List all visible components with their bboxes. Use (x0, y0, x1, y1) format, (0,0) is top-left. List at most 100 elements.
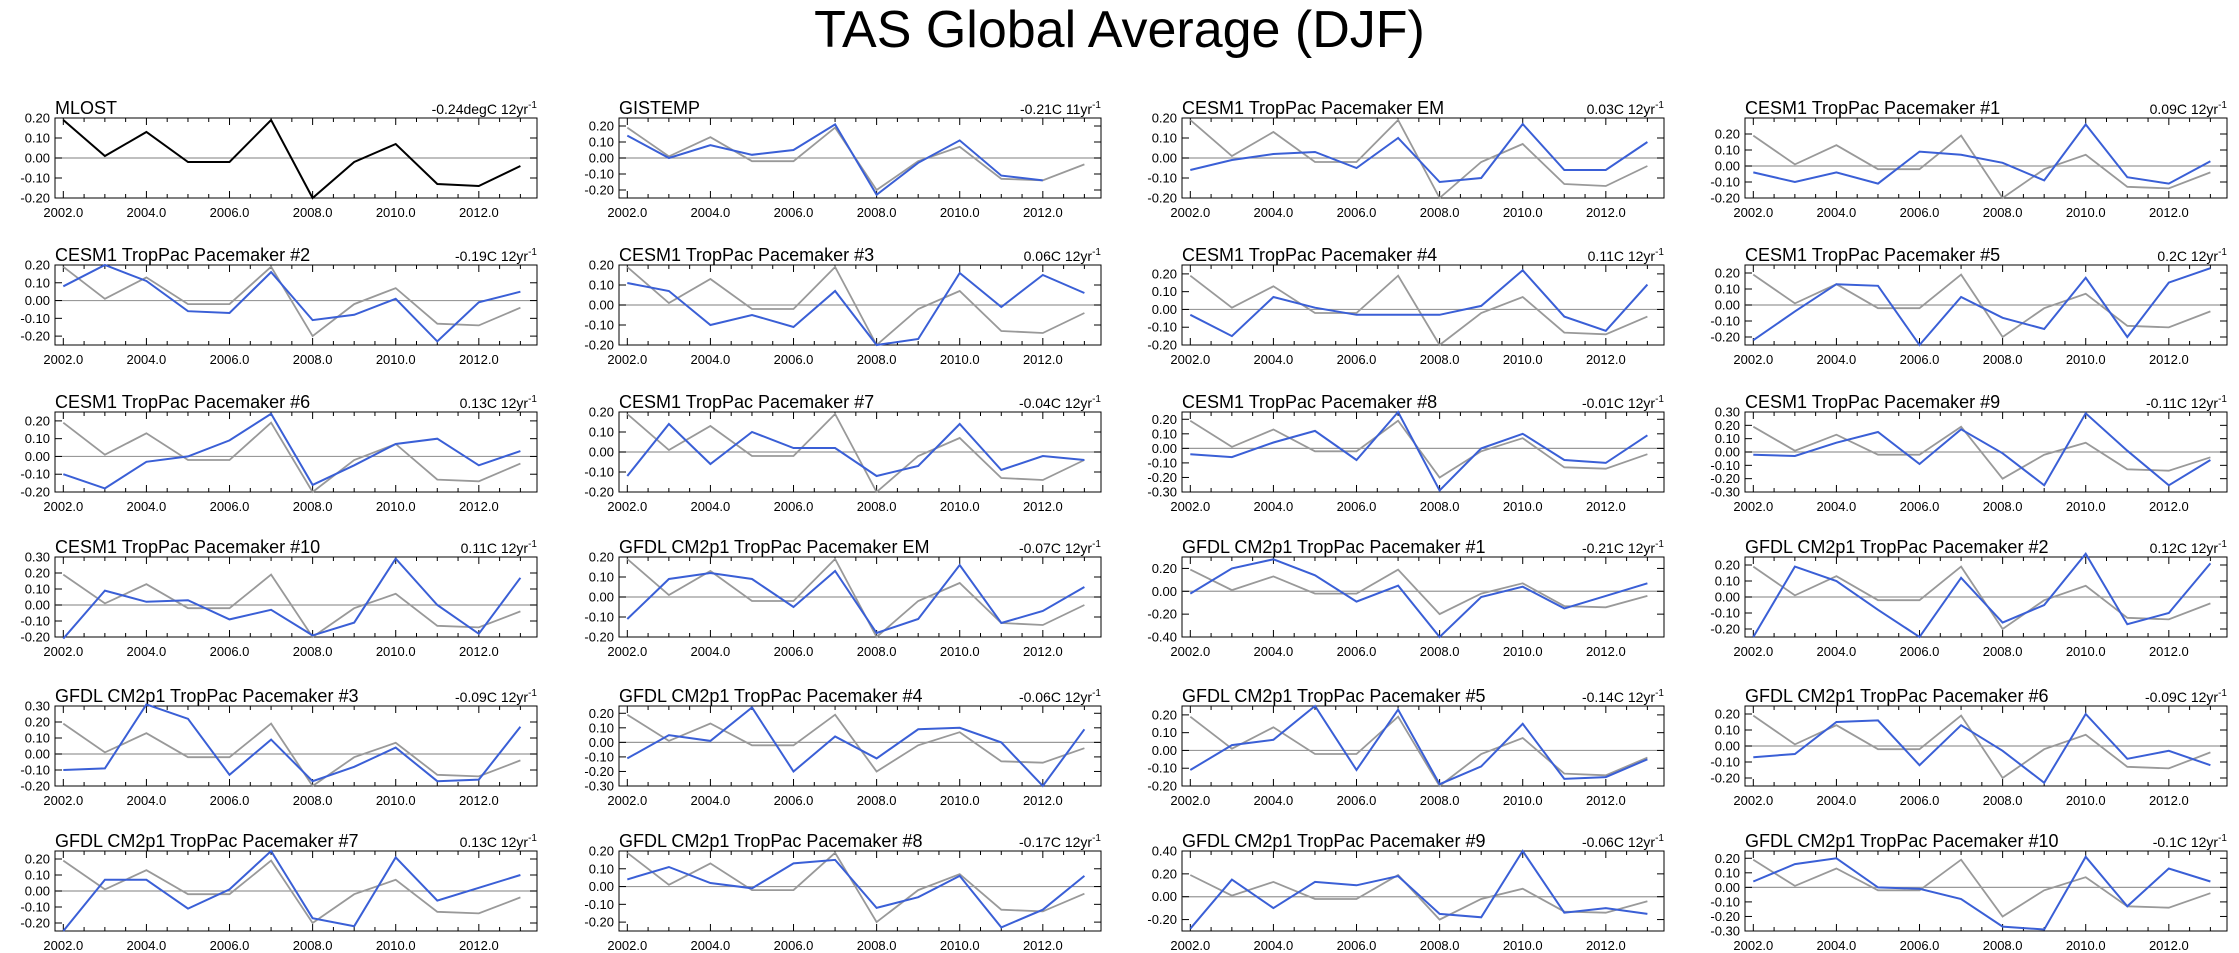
x-tick-label: 2006.0 (210, 793, 250, 808)
x-tick-label: 2004.0 (1254, 793, 1294, 808)
y-tick-label: 0.20 (1715, 418, 1740, 433)
x-tick-label: 2008.0 (293, 352, 333, 367)
x-tick-label: 2002.0 (1733, 499, 1773, 514)
y-tick-label: 0.20 (25, 852, 50, 867)
panel-4: CESM1 TropPac Pacemaker #1 0.09C 12yr-1 0.… (1710, 98, 2228, 220)
x-tick-label: 2008.0 (857, 793, 897, 808)
x-tick-label: 2010.0 (376, 352, 416, 367)
x-tick-label: 2002.0 (1733, 938, 1773, 953)
series-line-model (63, 703, 522, 783)
x-tick-label: 2008.0 (1983, 938, 2023, 953)
y-tick-label: -0.10 (1710, 894, 1740, 909)
x-tick-label: 2006.0 (1337, 644, 1377, 659)
y-tick-label: -0.10 (1710, 458, 1740, 473)
x-tick-label: 2008.0 (857, 352, 897, 367)
y-tick-label: 0.00 (1715, 159, 1740, 174)
x-tick-label: 2004.0 (691, 793, 731, 808)
x-tick-label: 2002.0 (1170, 499, 1210, 514)
y-tick-label: 0.10 (1715, 574, 1740, 589)
series-line-model (626, 123, 1043, 197)
panel-10: CESM1 TropPac Pacemaker #7 -0.04C 12yr-1 0… (584, 392, 1102, 514)
x-tick-label: 2006.0 (1900, 644, 1940, 659)
y-tick-label: 0.00 (589, 151, 614, 166)
panel-frame (1744, 850, 2228, 932)
y-tick-label: -0.10 (20, 467, 50, 482)
series-line-model (1190, 122, 1648, 184)
y-tick-label: -0.20 (584, 915, 614, 930)
y-tick-label: 0.20 (589, 258, 614, 273)
y-tick-label: -0.10 (1710, 175, 1740, 190)
x-tick-label: 2012.0 (2149, 644, 2189, 659)
series-line-model (1753, 712, 2211, 785)
x-tick-label: 2006.0 (1900, 499, 1940, 514)
panel-title: CESM1 TropPac Pacemaker #6 (55, 392, 310, 412)
panel-trend: -0.04C 12yr-1 (1019, 394, 1101, 411)
x-tick-label: 2012.0 (1586, 644, 1626, 659)
panel-1: MLOST -0.24degC 12yr-1 0.20 0.10 0.00 -0.10 -0… (20, 98, 538, 220)
panel-frame (54, 556, 538, 638)
panel-16: GFDL CM2p1 TropPac Pacemaker #2 0.12C 12y… (1710, 537, 2228, 659)
x-tick-label: 2002.0 (1170, 938, 1210, 953)
y-tick-label: 0.10 (1152, 284, 1177, 299)
y-tick-label: 0.20 (1715, 127, 1740, 142)
series-line-model (1189, 268, 1649, 338)
x-tick-label: 2006.0 (774, 205, 814, 220)
y-tick-label: 0.10 (589, 720, 614, 735)
x-tick-label: 2008.0 (1983, 644, 2023, 659)
y-tick-label: -0.30 (584, 779, 614, 794)
panel-trend: 0.13C 12yr-1 (460, 833, 538, 850)
x-tick-label: 2006.0 (210, 644, 250, 659)
y-tick-label: 0.10 (25, 275, 50, 290)
panel-13: CESM1 TropPac Pacemaker #10 0.11C 12yr-1 0… (20, 537, 538, 659)
x-tick-label: 2010.0 (376, 644, 416, 659)
x-tick-label: 2006.0 (1337, 499, 1377, 514)
y-tick-label: -0.20 (1147, 912, 1177, 927)
x-tick-label: 2004.0 (127, 499, 167, 514)
y-tick-label: 0.20 (1715, 558, 1740, 573)
x-tick-label: 2010.0 (940, 205, 980, 220)
y-tick-label: 0.00 (589, 298, 614, 313)
series-line-model (62, 556, 522, 640)
y-tick-label: -0.20 (20, 916, 50, 931)
panel-trend: -0.17C 12yr-1 (1019, 833, 1101, 850)
y-tick-label: -0.20 (1710, 909, 1740, 924)
series-line-model (626, 706, 1086, 788)
x-tick-label: 2008.0 (1420, 205, 1460, 220)
x-tick-label: 2010.0 (1503, 938, 1543, 953)
x-tick-label: 2002.0 (1170, 793, 1210, 808)
x-tick-label: 2006.0 (1337, 352, 1377, 367)
series-line-reference (1752, 714, 2211, 780)
y-tick-label: 0.20 (25, 258, 50, 273)
x-tick-label: 2004.0 (1254, 644, 1294, 659)
panel-frame (54, 705, 538, 787)
panel-frame (1181, 850, 1665, 932)
y-tick-label: -0.20 (20, 191, 50, 206)
panel-frame (1181, 705, 1665, 787)
y-tick-label: -0.10 (1147, 761, 1177, 776)
y-tick-label: 0.20 (25, 111, 50, 126)
panel-title: GFDL CM2p1 TropPac Pacemaker #1 (1182, 537, 1485, 557)
series-line-reference (626, 851, 1085, 924)
x-tick-label: 2010.0 (1503, 205, 1543, 220)
y-tick-label: 0.20 (1152, 412, 1177, 427)
y-tick-label: 0.20 (589, 550, 614, 565)
panel-title: GFDL CM2p1 TropPac Pacemaker #3 (55, 686, 358, 706)
y-tick-label: 0.20 (25, 566, 50, 581)
y-tick-label: 0.00 (25, 747, 50, 762)
y-tick-label: -0.10 (584, 465, 614, 480)
y-tick-label: -0.10 (1710, 606, 1740, 621)
y-tick-label: -0.20 (584, 630, 614, 645)
x-tick-label: 2012.0 (1023, 499, 1063, 514)
series-line-model (626, 563, 1085, 635)
y-tick-label: 0.00 (1715, 880, 1740, 895)
x-tick-label: 2002.0 (1733, 793, 1773, 808)
x-tick-label: 2002.0 (1170, 352, 1210, 367)
panel-trend: -0.11C 12yr-1 (2146, 394, 2227, 411)
y-tick-label: 0.20 (1715, 707, 1740, 722)
y-tick-label: -0.10 (1147, 320, 1177, 335)
x-tick-label: 2004.0 (1817, 352, 1857, 367)
panel-6: CESM1 TropPac Pacemaker #3 0.06C 12yr-1 0.… (584, 245, 1102, 367)
panel-trend: 0.13C 12yr-1 (460, 394, 538, 411)
series-line-model (1753, 122, 2211, 185)
x-tick-label: 2006.0 (1337, 205, 1377, 220)
